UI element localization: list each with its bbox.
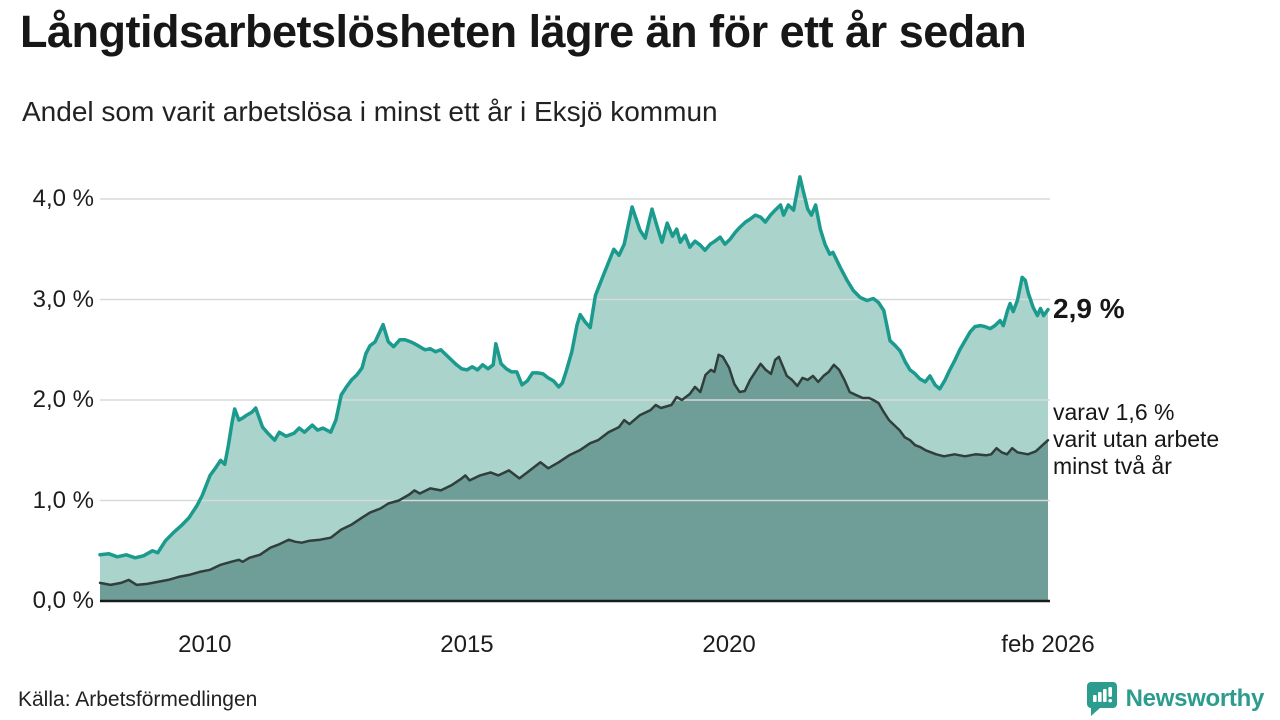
chart-series-lines [98, 175, 1050, 587]
logo-bar-1 [1092, 695, 1097, 702]
latest-total-annotation: 2,9 % [1053, 293, 1125, 324]
y-tick-label: 4,0 % [32, 185, 94, 212]
two-year-area-fill [100, 354, 1048, 601]
y-tick-label: 2,0 % [32, 386, 94, 413]
y-tick-label: 0,0 % [32, 587, 94, 614]
chart-subtitle: Andel som varit arbetslösa i minst ett å… [22, 96, 718, 127]
chart-gridlines [100, 198, 1050, 502]
x-tick-label: 2010 [178, 631, 232, 658]
logo-bar-3 [1102, 689, 1107, 702]
x-tick-label: 2015 [440, 631, 494, 658]
two-year-annotation-line: varit utan arbete [1053, 426, 1220, 452]
y-tick-label: 3,0 % [32, 285, 94, 313]
x-tick-label: 2020 [702, 631, 756, 658]
logo-exclamation-dot [1108, 699, 1112, 703]
chart-area-fills [100, 176, 1048, 601]
newsworthy-logo-text: Newsworthy [1125, 685, 1265, 712]
two-year-annotation-line: varav 1,6 % [1053, 399, 1175, 425]
two-year-annotation: varav 1,6 % varit utan arbete minst två … [1053, 399, 1219, 480]
logo-exclamation-mark [1108, 687, 1112, 697]
x-tick-label: feb 2026 [1001, 631, 1095, 658]
total-area-line [98, 175, 1050, 560]
y-tick-label: 1,0 % [32, 486, 94, 514]
logo-bar-2 [1097, 692, 1102, 702]
chart-title: Långtidsarbetslösheten lägre än för ett … [20, 6, 1027, 57]
newsworthy-logo-icon [1086, 682, 1117, 716]
two-year-area-line [98, 353, 1050, 587]
source-caption: Källa: Arbetsförmedlingen [18, 688, 258, 711]
newsworthy-brand: Newsworthy [1086, 681, 1264, 717]
two-year-annotation-line: minst två år [1053, 453, 1172, 479]
